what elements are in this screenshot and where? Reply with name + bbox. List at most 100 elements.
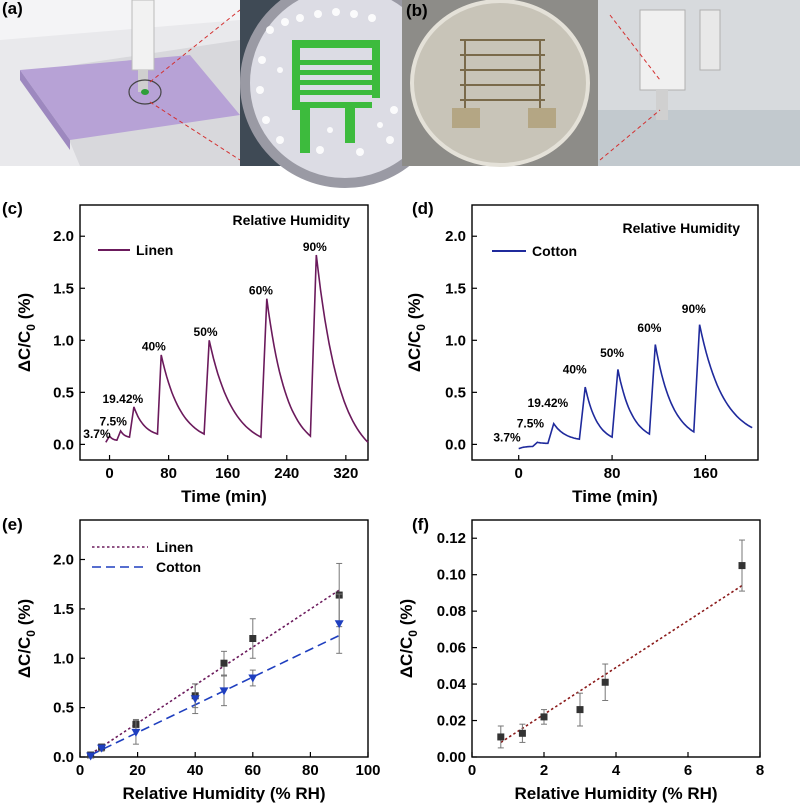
chart-panel-f: (f) 0 2 4 6 8 0.00 0.02 0.04 0.06 0.08 0.10 0.12 Rela… — [397, 515, 764, 803]
data-point — [518, 729, 526, 737]
y-tick-label: 1.0 — [53, 332, 74, 349]
chart-panel-e: (e) 0 20 40 60 80 100 0.0 0.5 1.0 1.5 2.0 Relative H… — [2, 515, 381, 803]
humidity-annotation: 19.42% — [102, 392, 143, 406]
humidity-annotation: 60% — [249, 284, 273, 298]
y-tick-label: 1.0 — [53, 650, 74, 667]
x-axis-label: Relative Humidity (% RH) — [514, 784, 717, 803]
plot-frame — [79, 204, 369, 461]
fit-line — [90, 589, 340, 755]
humidity-annotation: 40% — [563, 363, 587, 377]
y-tick-label: 0.04 — [437, 676, 467, 693]
y-tick-label: 1.5 — [53, 280, 74, 297]
chart-panel-c: (c) 0 80 160 240 320 0.0 0.5 1.0 1.5 2.0 Time (min)… — [2, 199, 369, 506]
x-tick-label: 2 — [540, 762, 548, 779]
x-tick-label: 80 — [302, 762, 319, 779]
data-point — [540, 713, 548, 721]
chart-panel-d: (d) 0 80 160 0.0 0.5 1.0 1.5 2.0 Time (min) ΔC/C0 … — [405, 199, 759, 506]
y-tick-label: 0.12 — [437, 530, 466, 547]
y-tick-label: 0.0 — [53, 436, 74, 453]
panel-a-image: (a) — [0, 0, 450, 188]
x-tick-label: 0 — [515, 465, 523, 482]
data-point — [334, 620, 344, 629]
panel-label: (e) — [2, 515, 23, 534]
x-tick-label: 240 — [274, 465, 299, 482]
humidity-annotation: 60% — [637, 321, 661, 335]
x-axis-label: Time (min) — [572, 487, 658, 506]
y-tick-label: 2.0 — [53, 228, 74, 245]
legend-label: Cotton — [532, 243, 577, 259]
fit-line — [500, 584, 743, 744]
panel-label: (d) — [412, 199, 434, 218]
data-point — [601, 678, 609, 686]
x-axis-label: Time (min) — [181, 487, 267, 506]
panel-a-label: (a) — [2, 0, 23, 18]
humidity-annotation: 19.42% — [528, 396, 569, 410]
x-tick-label: 320 — [333, 465, 358, 482]
x-tick-label: 80 — [160, 465, 177, 482]
x-tick-label: 0 — [468, 762, 476, 779]
data-point — [219, 687, 229, 696]
humidity-annotation: 50% — [194, 325, 218, 339]
y-tick-label: 0.0 — [445, 436, 466, 453]
y-tick-label: 0.06 — [437, 640, 466, 657]
humidity-annotation: 3.7% — [83, 427, 111, 441]
legend-label: Cotton — [156, 559, 201, 575]
y-tick-label: 1.5 — [445, 280, 466, 297]
humidity-annotation: 40% — [142, 340, 166, 354]
humidity-annotation: 7.5% — [100, 415, 128, 429]
x-axis-label: Relative Humidity (% RH) — [122, 784, 325, 803]
series-line-cotton — [518, 324, 753, 450]
data-point — [738, 562, 746, 570]
humidity-annotation: 90% — [682, 302, 706, 316]
panel-label: (c) — [2, 199, 23, 218]
legend-label: Linen — [136, 242, 173, 258]
x-tick-label: 80 — [604, 465, 621, 482]
x-tick-label: 4 — [612, 762, 621, 779]
data-point — [86, 752, 96, 761]
humidity-annotation: 7.5% — [517, 417, 545, 431]
y-tick-label: 0.08 — [437, 603, 466, 620]
y-tick-label: 0.10 — [437, 567, 466, 584]
y-axis-label: ΔC/C0 (%) — [15, 599, 38, 678]
data-point — [576, 706, 584, 714]
series-line-linen — [105, 254, 369, 443]
y-tick-label: 0.5 — [53, 700, 74, 717]
data-point — [131, 728, 141, 737]
data-point — [220, 659, 228, 667]
x-tick-label: 160 — [215, 465, 240, 482]
data-point — [248, 674, 258, 683]
panel-b-image: (b) — [402, 0, 800, 167]
plot-frame — [471, 519, 761, 758]
fabric-sheet — [20, 55, 240, 140]
x-tick-label: 0 — [105, 465, 113, 482]
data-point — [97, 744, 107, 753]
x-tick-label: 160 — [693, 465, 718, 482]
y-tick-label: 2.0 — [53, 552, 74, 569]
legend-title: Relative Humidity — [233, 212, 351, 228]
x-tick-label: 6 — [684, 762, 692, 779]
panel-b-label: (b) — [406, 1, 428, 20]
panel-label: (f) — [412, 515, 429, 534]
y-axis-label: ΔC/C0 (%) — [405, 293, 428, 372]
plot-frame — [471, 204, 759, 461]
y-tick-label: 0.5 — [445, 384, 466, 401]
x-tick-label: 40 — [187, 762, 204, 779]
legend-label: Linen — [156, 539, 193, 555]
data-point — [249, 635, 257, 642]
y-tick-label: 2.0 — [445, 228, 466, 245]
y-tick-label: 0.02 — [437, 713, 466, 730]
x-tick-label: 100 — [355, 762, 380, 779]
legend-title: Relative Humidity — [623, 220, 741, 236]
plot-frame — [79, 519, 369, 758]
humidity-annotation: 50% — [600, 346, 624, 360]
y-tick-label: 1.0 — [445, 332, 466, 349]
fit-line — [90, 634, 340, 756]
x-tick-label: 8 — [756, 762, 764, 779]
y-axis-label: ΔC/C0 (%) — [15, 293, 38, 372]
data-point — [190, 695, 200, 704]
y-axis-label: ΔC/C0 (%) — [397, 599, 420, 678]
y-tick-label: 0.00 — [437, 749, 466, 766]
x-tick-label: 60 — [244, 762, 261, 779]
y-tick-label: 1.5 — [53, 601, 74, 618]
